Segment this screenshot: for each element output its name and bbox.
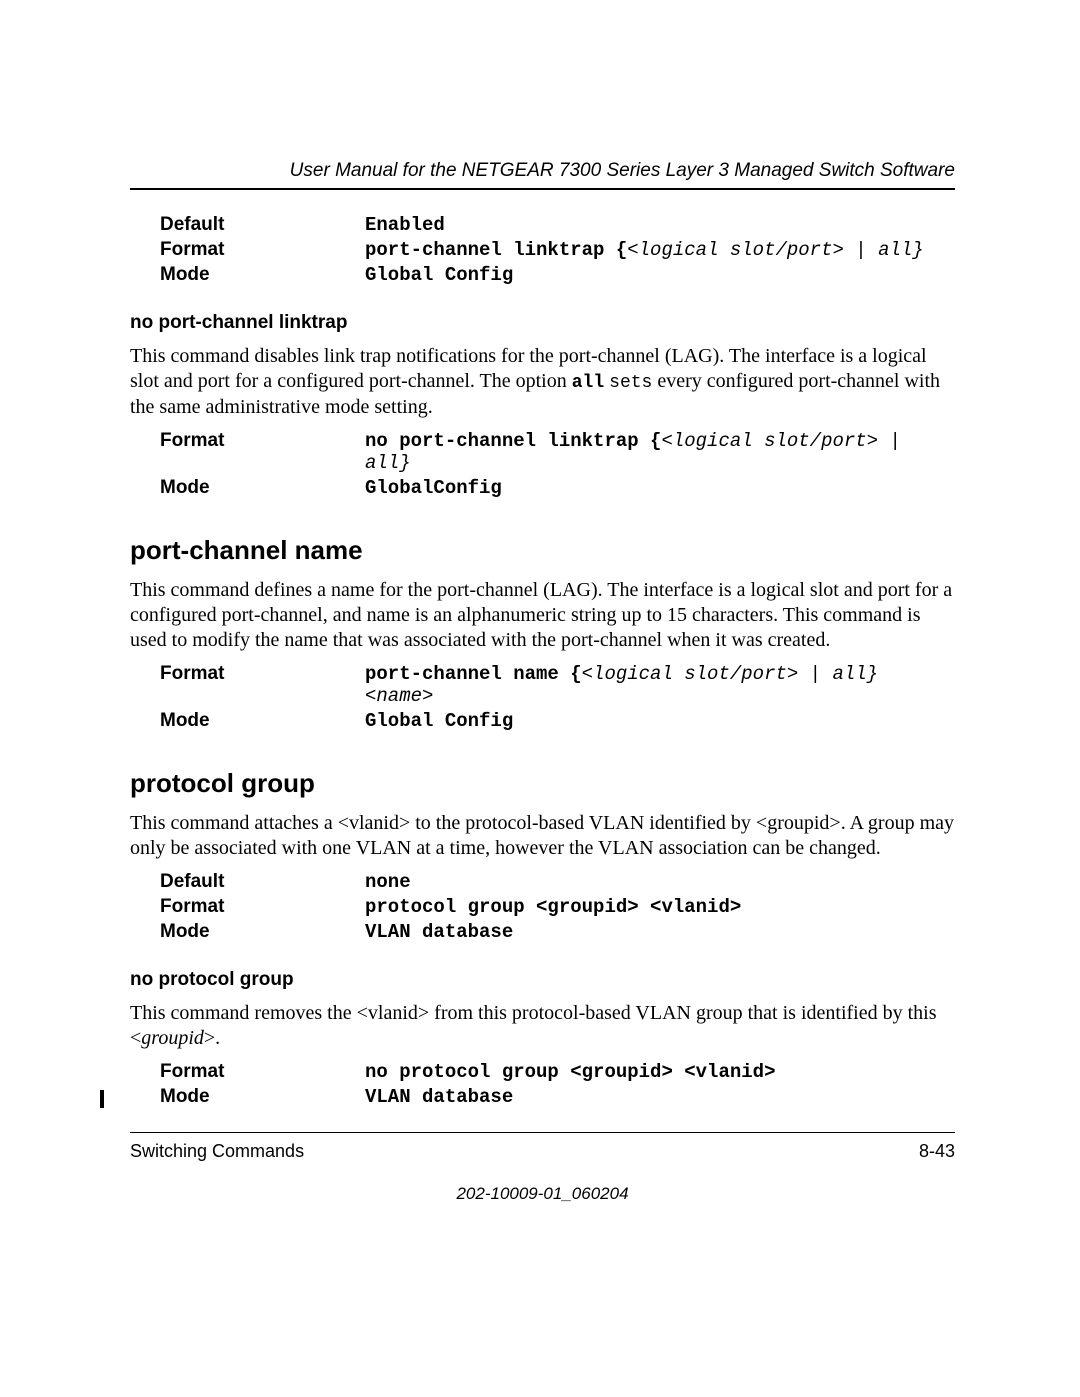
inline-code: sets (609, 373, 652, 393)
para-text: >. (204, 1027, 220, 1049)
footer-rule (130, 1132, 955, 1133)
value-mode: Global Config (365, 264, 513, 286)
label-mode: Mode (160, 1086, 365, 1108)
value-format: port-channel name {<logical slot/port> |… (365, 663, 955, 707)
label-format: Format (160, 663, 365, 707)
def-row-format: Format no port-channel linktrap {<logica… (160, 430, 955, 474)
value-default: Enabled (365, 214, 445, 236)
inline-code: all (572, 373, 604, 393)
def-row-mode: Mode VLAN database (160, 1086, 955, 1108)
para-text: This command removes the <vlanid> from t… (130, 1002, 937, 1049)
para-no-linktrap: This command disables link trap notifica… (130, 344, 955, 420)
section-heading-port-channel-name: port-channel name (130, 535, 955, 566)
para-protocol-group: This command attaches a <vlanid> to the … (130, 811, 955, 861)
def-row-mode: Mode VLAN database (160, 921, 955, 943)
value-mode: VLAN database (365, 1086, 513, 1108)
def-row-mode: Mode Global Config (160, 710, 955, 732)
footer: Switching Commands 8-43 (130, 1141, 955, 1162)
footer-right: 8-43 (919, 1141, 955, 1162)
label-mode: Mode (160, 710, 365, 732)
value-mode: Global Config (365, 710, 513, 732)
label-default: Default (160, 214, 365, 236)
label-mode: Mode (160, 264, 365, 286)
para-no-protocol-group: This command removes the <vlanid> from t… (130, 1001, 955, 1051)
def-row-mode: Mode Global Config (160, 264, 955, 286)
format-arg: <logical slot/port> | all} (627, 239, 923, 261)
format-prefix: port-channel name { (365, 663, 582, 685)
value-format: port-channel linktrap {<logical slot/por… (365, 239, 924, 261)
value-mode: VLAN database (365, 921, 513, 943)
label-mode: Mode (160, 477, 365, 499)
para-port-channel-name: This command defines a name for the port… (130, 578, 955, 653)
label-format: Format (160, 896, 365, 918)
def-row-format: Format port-channel linktrap {<logical s… (160, 239, 955, 261)
value-mode: GlobalConfig (365, 477, 502, 499)
label-mode: Mode (160, 921, 365, 943)
value-format: protocol group <groupid> <vlanid> (365, 896, 741, 918)
section-heading-protocol-group: protocol group (130, 768, 955, 799)
value-format: no protocol group <groupid> <vlanid> (365, 1061, 775, 1083)
label-default: Default (160, 871, 365, 893)
def-row-default: Default Enabled (160, 214, 955, 236)
running-header: User Manual for the NETGEAR 7300 Series … (130, 160, 955, 182)
def-row-format: Format no protocol group <groupid> <vlan… (160, 1061, 955, 1083)
format-prefix: port-channel linktrap { (365, 239, 627, 261)
doc-number: 202-10009-01_060204 (130, 1184, 955, 1204)
label-format: Format (160, 1061, 365, 1083)
subheading-no-linktrap: no port-channel linktrap (130, 312, 955, 334)
label-format: Format (160, 239, 365, 261)
def-row-mode: Mode GlobalConfig (160, 477, 955, 499)
label-format: Format (160, 430, 365, 474)
footer-left: Switching Commands (130, 1141, 304, 1162)
page: User Manual for the NETGEAR 7300 Series … (0, 0, 1080, 1397)
change-bar-icon (100, 1090, 104, 1108)
def-row-format: Format protocol group <groupid> <vlanid> (160, 896, 955, 918)
def-row-format: Format port-channel name {<logical slot/… (160, 663, 955, 707)
def-row-default: Default none (160, 871, 955, 893)
subheading-no-protocol-group: no protocol group (130, 969, 955, 991)
param-ital: groupid (141, 1027, 204, 1049)
header-rule (130, 188, 955, 190)
format-prefix: no port-channel linktrap { (365, 430, 661, 452)
value-default: none (365, 871, 411, 893)
value-format: no port-channel linktrap {<logical slot/… (365, 430, 955, 474)
